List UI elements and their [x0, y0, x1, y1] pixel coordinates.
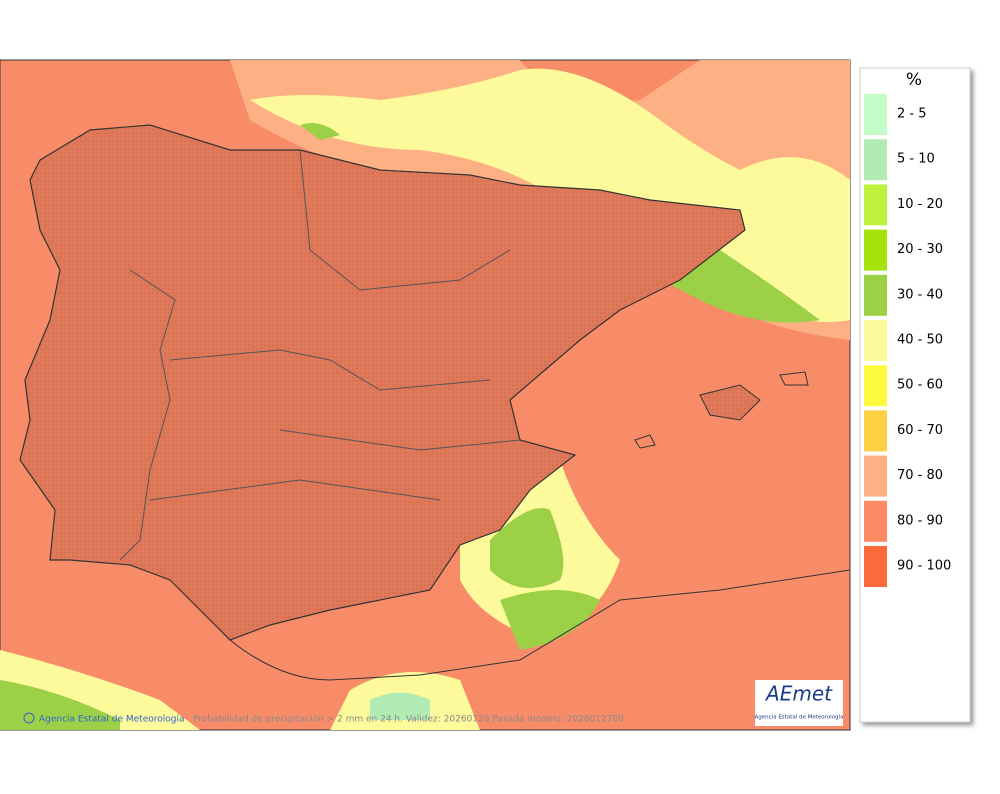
legend-label: 50 - 60: [897, 378, 943, 393]
legend-label: 80 - 90: [897, 513, 943, 528]
legend-swatch: [864, 274, 887, 316]
legend-title: %: [906, 70, 922, 90]
logo-subtitle: Agencia Estatal de Meteorología: [755, 714, 844, 721]
legend-swatch: [864, 320, 887, 361]
zone: [490, 508, 564, 588]
legend-label: 2 - 5: [897, 107, 927, 122]
zone: [500, 590, 600, 650]
caption: Probabilidad de precipitación > 2 mm en …: [193, 714, 624, 725]
legend-label: 90 - 100: [897, 559, 951, 574]
zone: [0, 680, 120, 730]
legend-swatch: [864, 229, 887, 271]
legend-label: 70 - 80: [897, 468, 943, 483]
island: [699, 384, 761, 421]
legend-label: 40 - 50: [897, 333, 943, 348]
legend-label: 60 - 70: [897, 423, 943, 438]
legend-swatch: [864, 410, 887, 452]
legend-label: 5 - 10: [897, 152, 935, 167]
logo: AEmet: [764, 682, 833, 706]
coast: [229, 569, 851, 681]
island: [634, 434, 656, 449]
zone: [370, 692, 430, 720]
copyright-icon: [23, 712, 35, 724]
legend-label: 10 - 20: [897, 197, 943, 212]
legend-swatch: [864, 94, 887, 135]
legend-label: 30 - 40: [897, 287, 943, 302]
credit: Agencia Estatal de Meteorología: [39, 715, 185, 725]
legend-swatch: [864, 546, 887, 587]
land: [19, 124, 746, 641]
border: [119, 149, 521, 561]
island: [779, 371, 809, 386]
legend-swatch: [864, 455, 887, 497]
logo-box: [755, 680, 843, 726]
legend-swatch: [864, 365, 887, 407]
map: Agencia Estatal de Meteorología Probabil…: [0, 59, 851, 731]
legend-swatch: [864, 500, 887, 542]
legend-swatch: [864, 184, 887, 226]
legend-label: 20 - 30: [897, 242, 943, 257]
legend: % 2 - 5 5 - 10 10 - 20 20 - 30 30 - 40 40 - 5…: [859, 67, 971, 723]
legend-swatch: [864, 139, 887, 181]
zone: [300, 122, 340, 140]
